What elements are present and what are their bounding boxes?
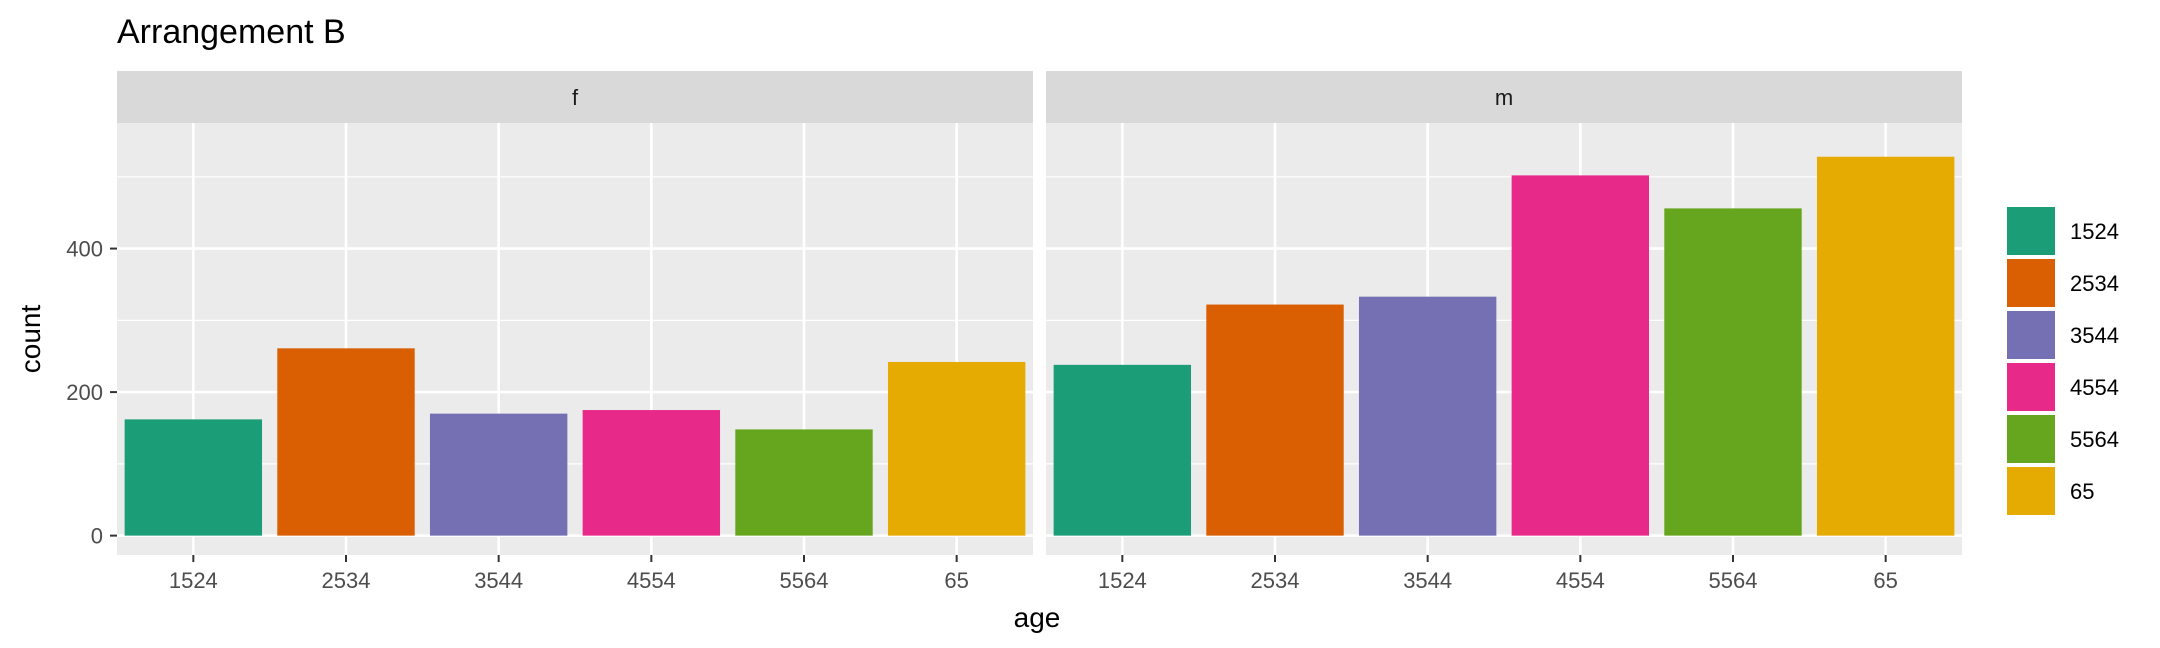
x-tick-label: 2534 bbox=[1251, 568, 1300, 593]
bar-f-4554 bbox=[582, 410, 721, 536]
x-tick-label: 3544 bbox=[474, 568, 523, 593]
chart-title: Arrangement B bbox=[117, 13, 346, 51]
bar-m-5564 bbox=[1664, 208, 1802, 536]
panel-background bbox=[117, 123, 1033, 555]
legend-key bbox=[2007, 207, 2055, 255]
y-tick-label: 0 bbox=[91, 524, 103, 549]
strip-background bbox=[117, 71, 1033, 123]
strip-background bbox=[1046, 71, 1962, 123]
legend-label: 65 bbox=[2070, 479, 2094, 504]
bar-m-1524 bbox=[1053, 364, 1192, 536]
y-axis: 0 200 400 bbox=[66, 237, 117, 549]
x-tick-label: 4554 bbox=[627, 568, 676, 593]
legend-key bbox=[2007, 467, 2055, 515]
legend-label: 4554 bbox=[2070, 375, 2119, 400]
bar-f-5564 bbox=[735, 429, 873, 536]
bar-f-1524 bbox=[124, 419, 263, 536]
strip-label: m bbox=[1495, 85, 1513, 110]
bar-m-65 bbox=[1816, 156, 1955, 536]
y-tick-label: 200 bbox=[66, 380, 103, 405]
x-tick-label: 5564 bbox=[1709, 568, 1758, 593]
legend-label: 1524 bbox=[2070, 219, 2119, 244]
legend-label: 3544 bbox=[2070, 323, 2119, 348]
panel-background bbox=[1046, 123, 1962, 555]
x-tick-label: 65 bbox=[1873, 568, 1897, 593]
x-tick-label: 4554 bbox=[1556, 568, 1605, 593]
x-tick-label: 1524 bbox=[1098, 568, 1147, 593]
x-tick-label: 2534 bbox=[322, 568, 371, 593]
bar-f-65 bbox=[887, 361, 1026, 536]
legend-key bbox=[2007, 363, 2055, 411]
strip-label: f bbox=[572, 85, 579, 110]
bar-f-3544 bbox=[429, 413, 568, 536]
bar-m-2534 bbox=[1206, 304, 1344, 536]
y-axis-title: count bbox=[15, 305, 46, 374]
legend: 1524 2534 3544 4554 5564 65 bbox=[2007, 207, 2119, 515]
panel-m: m 1524 2534 3544 4554 5564 65 bbox=[1046, 71, 1962, 593]
bar-f-2534 bbox=[277, 348, 415, 536]
x-tick-label: 65 bbox=[944, 568, 968, 593]
panel-f: f 1524 2534 3544 4554 5564 65 bbox=[117, 71, 1033, 593]
x-tick-label: 3544 bbox=[1403, 568, 1452, 593]
x-axis-title: age bbox=[1014, 602, 1061, 633]
bar-m-3544 bbox=[1358, 296, 1497, 536]
legend-key bbox=[2007, 311, 2055, 359]
legend-label: 2534 bbox=[2070, 271, 2119, 296]
y-tick-label: 400 bbox=[66, 237, 103, 262]
bar-m-4554 bbox=[1511, 175, 1650, 536]
legend-key bbox=[2007, 259, 2055, 307]
x-tick-label: 5564 bbox=[780, 568, 829, 593]
legend-label: 5564 bbox=[2070, 427, 2119, 452]
panels: f 1524 2534 3544 4554 5564 65 m 1524 2534 3544 4554… bbox=[117, 71, 1962, 593]
x-tick-label: 1524 bbox=[169, 568, 218, 593]
legend-key bbox=[2007, 415, 2055, 463]
